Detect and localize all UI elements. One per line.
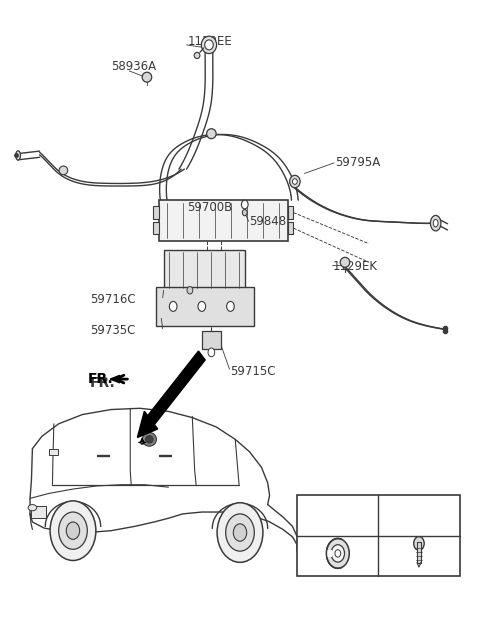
- Ellipse shape: [59, 166, 68, 175]
- Circle shape: [59, 512, 87, 549]
- Circle shape: [217, 503, 263, 562]
- Text: 59848: 59848: [250, 215, 287, 228]
- Text: 59715C: 59715C: [230, 364, 276, 378]
- Circle shape: [226, 514, 254, 551]
- Ellipse shape: [16, 151, 21, 160]
- Circle shape: [50, 501, 96, 560]
- Bar: [288, 207, 293, 219]
- Circle shape: [66, 522, 80, 539]
- Bar: [31, 506, 46, 519]
- Bar: [153, 207, 159, 219]
- Ellipse shape: [204, 40, 213, 50]
- FancyArrow shape: [137, 351, 205, 437]
- Ellipse shape: [194, 52, 200, 59]
- Circle shape: [241, 200, 248, 209]
- Bar: [49, 449, 58, 455]
- Ellipse shape: [340, 257, 350, 267]
- Bar: [159, 200, 288, 241]
- Ellipse shape: [206, 129, 216, 139]
- Bar: [164, 250, 245, 290]
- Bar: [288, 222, 293, 235]
- Ellipse shape: [142, 432, 156, 446]
- Circle shape: [326, 539, 349, 568]
- Text: 59716C: 59716C: [90, 293, 135, 306]
- Text: 1129EE: 1129EE: [188, 36, 232, 48]
- Text: 59735C: 59735C: [90, 324, 135, 337]
- Ellipse shape: [145, 436, 153, 443]
- Text: FR.: FR.: [87, 372, 113, 386]
- Bar: [297, 495, 459, 576]
- Circle shape: [331, 545, 345, 562]
- Bar: [156, 287, 254, 326]
- Circle shape: [208, 348, 215, 357]
- Text: 59700B: 59700B: [188, 201, 233, 214]
- Text: 1129EK: 1129EK: [333, 260, 378, 273]
- Circle shape: [414, 537, 424, 550]
- Bar: [153, 222, 159, 235]
- Circle shape: [242, 210, 247, 216]
- Circle shape: [169, 301, 177, 311]
- Ellipse shape: [28, 505, 36, 511]
- Text: 59795A: 59795A: [336, 157, 381, 169]
- Bar: [325, 550, 332, 557]
- Circle shape: [187, 286, 193, 294]
- Text: 1130FA: 1130FA: [397, 507, 441, 520]
- Ellipse shape: [289, 175, 300, 188]
- Circle shape: [198, 301, 205, 311]
- Polygon shape: [110, 376, 120, 383]
- Bar: [202, 331, 221, 349]
- Ellipse shape: [431, 215, 441, 231]
- Text: 58936A: 58936A: [111, 60, 156, 73]
- Ellipse shape: [142, 72, 152, 82]
- Text: FR.: FR.: [90, 376, 115, 391]
- Circle shape: [227, 301, 234, 311]
- Ellipse shape: [201, 36, 216, 54]
- Bar: [417, 542, 421, 563]
- Ellipse shape: [433, 220, 438, 227]
- Text: 1731JA: 1731JA: [317, 507, 359, 520]
- Circle shape: [335, 550, 341, 557]
- Ellipse shape: [292, 178, 297, 184]
- Circle shape: [233, 524, 247, 541]
